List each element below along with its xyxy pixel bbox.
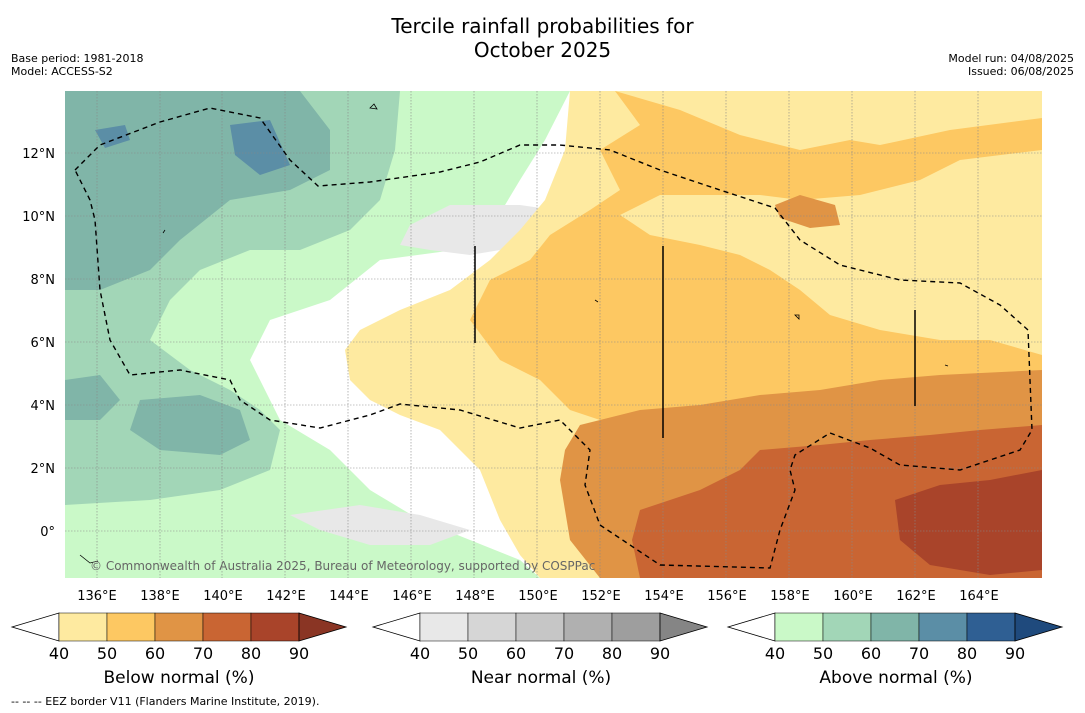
colorbar-segment <box>822 612 872 642</box>
below-normal-label: Below normal (%) <box>103 668 255 688</box>
colorbar-segment <box>58 612 108 642</box>
colorbar-tick-label: 60 <box>145 644 165 663</box>
colorbar-segment <box>966 612 1016 642</box>
model-name: Model: ACCESS-S2 <box>11 65 113 78</box>
map-title: Tercile rainfall probabilities for Octob… <box>0 14 1085 62</box>
below-normal-60-region <box>470 91 1042 420</box>
colorbar-segment <box>154 612 204 642</box>
colorbar-tick-label: 80 <box>241 644 261 663</box>
x-tick-label: 138°E <box>140 589 180 604</box>
below-normal-colorbar: 40 50 60 70 80 90 <box>10 612 348 663</box>
y-tick-label: 0° <box>40 525 55 540</box>
model-info: Base period: 1981-2018 Model: ACCESS-S2 <box>11 52 143 78</box>
colorbar-tick-label: 90 <box>650 644 670 663</box>
x-axis-ticks: 136°E 138°E 140°E 142°E 144°E 146°E 148°E 150°E… <box>77 589 999 604</box>
colorbar-tick-label: 70 <box>909 644 929 663</box>
colorbar-segment <box>250 612 300 642</box>
x-tick-label: 136°E <box>77 589 117 604</box>
y-tick-label: 10°N <box>22 210 55 225</box>
x-tick-label: 154°E <box>644 589 684 604</box>
boundary-lines <box>474 246 916 438</box>
colorbar-tick-label: 40 <box>765 644 785 663</box>
y-tick-label: 2°N <box>31 462 56 477</box>
x-tick-label: 144°E <box>329 589 369 604</box>
below-normal-90-region <box>895 470 1042 575</box>
colorbar-tick-label: 60 <box>506 644 526 663</box>
x-tick-label: 162°E <box>896 589 936 604</box>
colorbar-max-extension <box>1014 612 1064 642</box>
colorbar-tick-label: 40 <box>49 644 69 663</box>
above-normal-colorbar: 40 50 60 70 80 90 <box>726 612 1064 663</box>
x-tick-label: 150°E <box>518 589 558 604</box>
colorbar-tick-label: 60 <box>861 644 881 663</box>
colorbar-tick-label: 90 <box>289 644 309 663</box>
colorbar-tick-label: 50 <box>97 644 117 663</box>
above-normal-70-region <box>65 91 330 455</box>
x-tick-label: 160°E <box>833 589 873 604</box>
base-period: Base period: 1981-2018 <box>11 52 144 65</box>
colorbar-segment <box>870 612 920 642</box>
title-line-1: Tercile rainfall probabilities for <box>391 14 694 38</box>
y-tick-label: 6°N <box>31 336 56 351</box>
model-run-date: Model run: 04/08/2025 <box>948 52 1074 65</box>
eez-border <box>74 107 1033 569</box>
colorbar-segment <box>467 612 517 642</box>
above-normal-label: Above normal (%) <box>819 668 973 688</box>
colorbar-min-extension <box>10 612 60 642</box>
colorbar-tick-label: 70 <box>554 644 574 663</box>
colorbar-tick-label: 90 <box>1005 644 1025 663</box>
issued-date: Issued: 06/08/2025 <box>967 65 1074 78</box>
colorbar-segment <box>202 612 252 642</box>
x-tick-label: 148°E <box>455 589 495 604</box>
map-fill <box>65 91 1042 578</box>
colorbar-segment <box>611 612 661 642</box>
near-normal-colorbar: 40 50 60 70 80 90 <box>371 612 709 663</box>
run-info: Model run: 04/08/2025 Issued: 06/08/2025 <box>948 52 1074 78</box>
colorbars: 40 50 60 70 80 90 40 50 60 70 80 90 40 50 60 70 80 90 <box>10 612 1064 663</box>
near-normal-label: Near normal (%) <box>470 668 612 688</box>
eez-footnote: -- -- -- EEZ border V11 (Flanders Marine… <box>11 695 320 708</box>
y-tick-label: 8°N <box>31 273 56 288</box>
y-tick-label: 4°N <box>31 399 56 414</box>
x-tick-label: 142°E <box>266 589 306 604</box>
islands <box>79 103 949 564</box>
colorbar-segment <box>106 612 156 642</box>
colorbar-tick-label: 50 <box>813 644 833 663</box>
colorbar-segment <box>515 612 565 642</box>
map-credit: © Commonwealth of Australia 2025, Bureau… <box>90 559 595 573</box>
x-tick-label: 140°E <box>203 589 243 604</box>
colorbar-max-extension <box>659 612 709 642</box>
colorbar-segment <box>774 612 824 642</box>
colorbar-segment <box>419 612 469 642</box>
x-tick-label: 164°E <box>959 589 999 604</box>
colorbar-tick-label: 70 <box>193 644 213 663</box>
above-normal-80-region <box>95 120 290 175</box>
x-tick-label: 156°E <box>707 589 747 604</box>
title-line-2: October 2025 <box>473 38 612 62</box>
colorbar-max-extension <box>298 612 348 642</box>
y-axis-ticks: 12°N 10°N 8°N 6°N 4°N 2°N 0° <box>22 147 55 540</box>
colorbar-min-extension <box>371 612 421 642</box>
x-tick-label: 146°E <box>392 589 432 604</box>
colorbar-tick-label: 50 <box>458 644 478 663</box>
colorbar-tick-label: 80 <box>602 644 622 663</box>
y-tick-label: 12°N <box>22 147 55 162</box>
colorbar-segment <box>918 612 968 642</box>
x-tick-label: 152°E <box>581 589 621 604</box>
colorbar-segment <box>563 612 613 642</box>
colorbar-min-extension <box>726 612 776 642</box>
colorbar-tick-label: 40 <box>410 644 430 663</box>
colorbar-tick-label: 80 <box>957 644 977 663</box>
x-tick-label: 158°E <box>770 589 810 604</box>
